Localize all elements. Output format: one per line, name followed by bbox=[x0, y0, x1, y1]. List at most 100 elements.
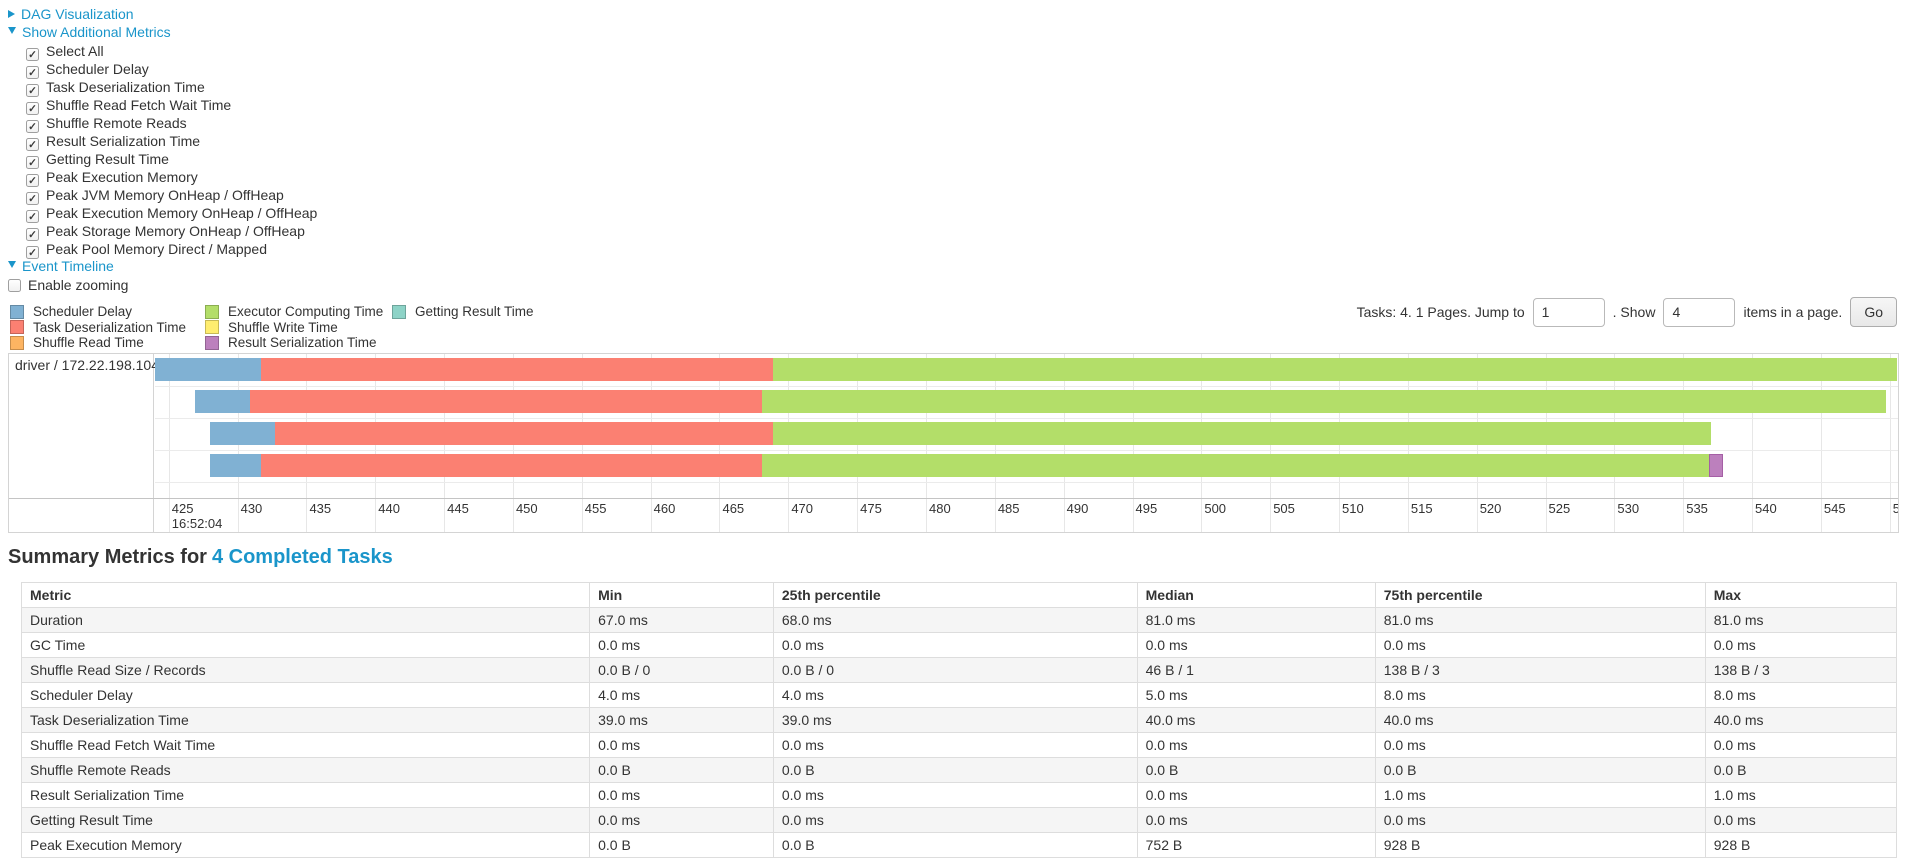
checkbox-checked-icon[interactable] bbox=[26, 120, 39, 133]
expanded-arrow-icon[interactable] bbox=[8, 261, 16, 268]
checkbox-checked-icon[interactable] bbox=[26, 48, 39, 61]
task-bar-segment-scheduler-delay[interactable] bbox=[210, 422, 275, 445]
go-button[interactable]: Go bbox=[1850, 297, 1897, 327]
legend-item: Getting Result Time bbox=[392, 304, 648, 320]
legend-label: Shuffle Write Time bbox=[228, 319, 338, 335]
summary-column-header: Median bbox=[1136, 582, 1376, 608]
metric-value-cell: 67.0 ms bbox=[589, 607, 774, 633]
expanded-arrow-icon[interactable] bbox=[8, 27, 16, 34]
axis-tick-label: 440 bbox=[378, 501, 400, 516]
timeline-row-separator bbox=[155, 482, 1898, 483]
checkbox-checked-icon[interactable] bbox=[26, 210, 39, 223]
checkbox-checked-icon[interactable] bbox=[26, 246, 39, 259]
metric-value-cell: 0.0 ms bbox=[1136, 782, 1376, 808]
metric-value-cell: 81.0 ms bbox=[1136, 607, 1376, 633]
task-bar-segment-task-deserialization[interactable] bbox=[274, 422, 774, 445]
axis-tick-label: 510 bbox=[1342, 501, 1364, 516]
event-timeline-toggle[interactable]: Event Timeline bbox=[8, 258, 1899, 276]
axis-tick-label: 530 bbox=[1617, 501, 1640, 516]
axis-tick-label: 450 bbox=[515, 501, 538, 516]
axis-tick-line bbox=[1132, 499, 1134, 532]
metric-name-cell: Scheduler Delay bbox=[20, 682, 591, 708]
summary-heading-prefix: Summary Metrics for bbox=[8, 546, 207, 568]
timeline-axis-scale: 425 16:52:04 430 435 440 445 450 455 460 465 470 47… bbox=[155, 499, 1898, 532]
checkbox-checked-icon[interactable] bbox=[26, 66, 39, 79]
axis-tick-label: 545 bbox=[1823, 501, 1846, 516]
task-bar-segment-task-deserialization[interactable] bbox=[261, 454, 763, 477]
items-per-page-input[interactable] bbox=[1663, 297, 1736, 327]
collapsed-arrow-icon[interactable] bbox=[8, 10, 15, 18]
checkbox-checked-icon[interactable] bbox=[26, 102, 39, 115]
metric-value-cell: 0.0 B / 0 bbox=[772, 657, 1138, 683]
axis-tick-label: 430 bbox=[240, 501, 263, 516]
metric-checkbox-row[interactable]: Peak JVM Memory OnHeap / OffHeap bbox=[26, 186, 1899, 205]
metric-name-cell: GC Time bbox=[20, 632, 591, 658]
timeline-legend-band: Scheduler Delay Task Deserialization Time… bbox=[8, 297, 1899, 351]
checkbox-checked-icon[interactable] bbox=[26, 156, 39, 169]
task-bar-segment-scheduler-delay[interactable] bbox=[194, 390, 250, 413]
table-row: Scheduler Delay 4.0 ms 4.0 ms 5.0 ms 8.0 ms 8… bbox=[20, 682, 1898, 708]
legend-swatch-icon bbox=[205, 320, 219, 335]
task-bar-segment-task-deserialization[interactable] bbox=[261, 358, 774, 381]
checkbox-unchecked-icon[interactable] bbox=[8, 279, 21, 292]
legend-item: Shuffle Read Time bbox=[10, 335, 205, 351]
axis-tick-line bbox=[1820, 499, 1822, 532]
axis-tick-label: 480 bbox=[928, 501, 951, 516]
metric-value-cell: 138 B / 3 bbox=[1704, 657, 1898, 683]
metric-checkbox-row[interactable]: Peak Pool Memory Direct / Mapped bbox=[26, 240, 1899, 259]
jump-to-page-input[interactable] bbox=[1532, 297, 1605, 327]
event-timeline-link[interactable]: Event Timeline bbox=[22, 258, 114, 274]
metric-checkbox-row[interactable]: Shuffle Remote Reads bbox=[26, 114, 1899, 133]
axis-tick-label: 435 bbox=[309, 501, 332, 516]
task-bar-segment-executor-computing[interactable] bbox=[773, 358, 1897, 381]
task-bar-segment-executor-computing[interactable] bbox=[762, 454, 1710, 477]
metric-checkbox-row[interactable]: Peak Execution Memory bbox=[26, 168, 1899, 187]
metric-checkbox-row[interactable]: Peak Storage Memory OnHeap / OffHeap bbox=[26, 222, 1899, 241]
metric-value-cell: 0.0 ms bbox=[1704, 732, 1898, 758]
checkbox-checked-icon[interactable] bbox=[26, 228, 39, 241]
metric-checkbox-row[interactable]: Scheduler Delay bbox=[26, 60, 1899, 79]
checkbox-checked-icon[interactable] bbox=[26, 174, 39, 187]
task-bar-segment-scheduler-delay[interactable] bbox=[210, 454, 261, 477]
task-bar-segment-executor-computing[interactable] bbox=[762, 390, 1886, 413]
axis-tick-label: 520 bbox=[1479, 501, 1502, 516]
summary-column-header: 25th percentile bbox=[772, 582, 1138, 608]
task-bar-segment-result-serialization[interactable] bbox=[1709, 454, 1724, 477]
task-bar-segment-executor-computing[interactable] bbox=[773, 422, 1711, 445]
task-bar-segment-task-deserialization[interactable] bbox=[249, 390, 763, 413]
table-row: GC Time 0.0 ms 0.0 ms 0.0 ms 0.0 ms 0.0 ms bbox=[20, 632, 1898, 658]
summary-column-header: Max bbox=[1704, 582, 1898, 608]
checkbox-checked-icon[interactable] bbox=[26, 84, 39, 97]
metric-value-cell: 0.0 B bbox=[772, 757, 1138, 783]
legend-label: Shuffle Read Time bbox=[33, 335, 144, 351]
metric-value-cell: 0.0 ms bbox=[589, 732, 774, 758]
metric-name-cell: Task Deserialization Time bbox=[20, 707, 591, 733]
metric-checkbox-row[interactable]: Task Deserialization Time bbox=[26, 78, 1899, 97]
metric-value-cell: 8.0 ms bbox=[1374, 682, 1706, 708]
metric-checkbox-row[interactable]: Select All bbox=[26, 42, 1899, 61]
metric-checkbox-row[interactable]: Shuffle Read Fetch Wait Time bbox=[26, 96, 1899, 115]
metric-value-cell: 81.0 ms bbox=[1704, 607, 1898, 633]
legend-label: Scheduler Delay bbox=[33, 304, 133, 319]
metric-value-cell: 0.0 B / 0 bbox=[589, 657, 774, 683]
metric-value-cell: 138 B / 3 bbox=[1374, 657, 1706, 683]
metrics-checkbox-list: Select All Scheduler Delay Task Deserializ… bbox=[8, 42, 1899, 259]
completed-tasks-link[interactable]: 4 Completed Tasks bbox=[211, 546, 393, 568]
metric-name-cell: Duration bbox=[20, 607, 591, 633]
metric-checkbox-row[interactable]: Peak Execution Memory OnHeap / OffHeap bbox=[26, 204, 1899, 223]
axis-tick-label: 550 bbox=[1893, 501, 1898, 516]
show-additional-metrics-link[interactable]: Show Additional Metrics bbox=[22, 24, 171, 40]
metric-checkbox-row[interactable]: Getting Result Time bbox=[26, 150, 1899, 169]
task-bar-segment-scheduler-delay[interactable] bbox=[155, 358, 261, 381]
show-additional-metrics-toggle[interactable]: Show Additional Metrics bbox=[8, 24, 1899, 42]
dag-visualization-toggle[interactable]: DAG Visualization bbox=[8, 6, 1899, 24]
dag-visualization-link[interactable]: DAG Visualization bbox=[21, 6, 134, 22]
axis-tick-label: 535 bbox=[1686, 501, 1708, 516]
checkbox-checked-icon[interactable] bbox=[26, 138, 39, 151]
enable-zooming-row[interactable]: Enable zooming bbox=[8, 276, 1899, 294]
checkbox-checked-icon[interactable] bbox=[26, 192, 39, 205]
legend-item: Executor Computing Time bbox=[205, 304, 392, 320]
metric-checkbox-row[interactable]: Result Serialization Time bbox=[26, 132, 1899, 151]
legend-swatch-icon bbox=[392, 304, 406, 319]
metric-value-cell: 0.0 ms bbox=[772, 782, 1138, 808]
